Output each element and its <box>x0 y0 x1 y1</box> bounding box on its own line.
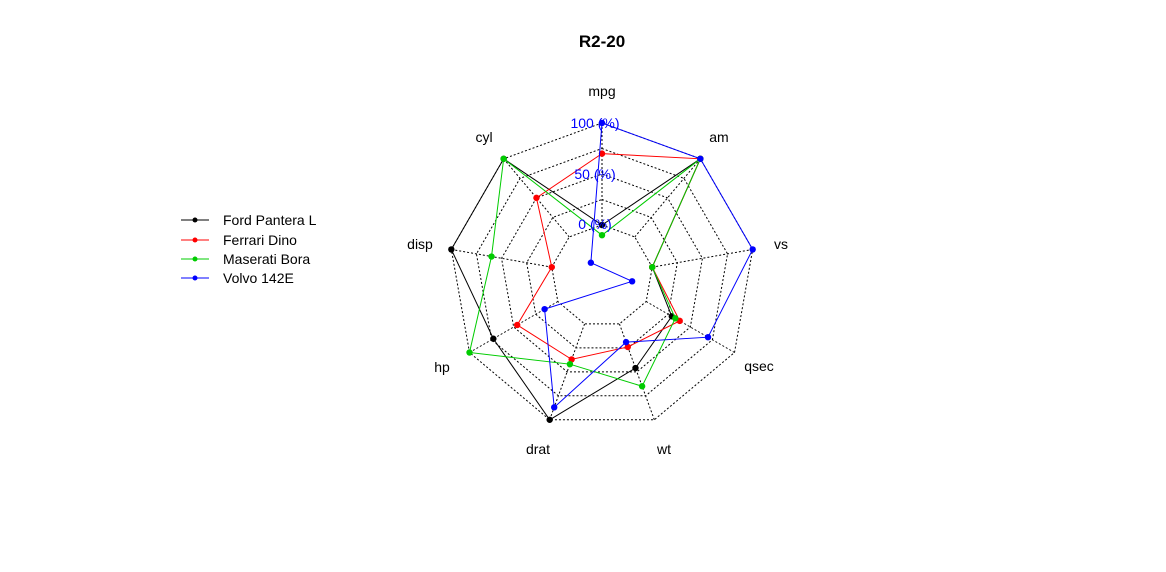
radar-tick-labels: 0 (%) 50 (%) 100 (%) <box>570 115 619 232</box>
legend-item-ferrari-dino: Ferrari Dino <box>181 232 297 248</box>
radar-axis-labels: mpg am vs qsec wt drat hp disp cyl <box>407 83 788 457</box>
point-volvo-142e-mpg <box>598 119 606 127</box>
legend-label-ford-pantera-l: Ford Pantera L <box>223 212 317 228</box>
series-ford-pantera-l <box>448 155 704 423</box>
point-maserati-bora-drat <box>566 360 574 368</box>
tick-label-50: 50 (%) <box>574 166 615 182</box>
grid-ring <box>501 173 703 373</box>
series-ferrari-dino <box>513 150 704 363</box>
axis-label-qsec: qsec <box>744 358 774 374</box>
legend-swatch-dot <box>192 237 198 243</box>
point-volvo-142e-hp <box>541 305 548 313</box>
legend-label-ferrari-dino: Ferrari Dino <box>223 232 297 248</box>
point-ford-pantera-l-drat <box>546 416 553 423</box>
point-ferrari-dino-mpg <box>598 150 606 157</box>
axis-label-wt: wt <box>656 441 671 457</box>
grid-ring <box>526 198 678 349</box>
grid-spoke-am <box>634 158 701 238</box>
point-ford-pantera-l-wt <box>632 364 639 372</box>
legend-item-volvo-142e: Volvo 142E <box>181 270 294 286</box>
legend-item-ford-pantera-l: Ford Pantera L <box>181 212 317 228</box>
axis-label-am: am <box>709 129 728 145</box>
grid-ring <box>475 147 729 397</box>
point-ferrari-dino-disp <box>548 263 555 271</box>
axis-label-disp: disp <box>407 236 433 252</box>
grid-spoke-cyl <box>503 158 570 238</box>
legend-item-maserati-bora: Maserati Bora <box>181 251 310 267</box>
series-line-maserati-bora <box>468 157 701 387</box>
grid-spoke-disp <box>451 248 552 268</box>
point-maserati-bora-wt <box>638 383 646 390</box>
legend-label-maserati-bora: Maserati Bora <box>223 251 310 267</box>
axis-label-drat: drat <box>526 441 550 457</box>
legend: Ford Pantera L Ferrari Dino Maserati Bor… <box>181 212 317 286</box>
point-volvo-142e-qsec <box>704 334 712 341</box>
point-ford-pantera-l-hp <box>490 335 497 342</box>
grid-spoke-vs <box>652 248 753 268</box>
point-volvo-142e-cyl <box>587 259 595 266</box>
point-maserati-bora-disp <box>488 253 495 260</box>
tick-label-100: 100 (%) <box>570 115 619 131</box>
axis-label-hp: hp <box>434 359 450 375</box>
series-line-volvo-142e <box>544 122 754 409</box>
point-maserati-bora-qsec <box>672 315 679 322</box>
axis-label-cyl: cyl <box>475 129 492 145</box>
series-line-ferrari-dino <box>516 153 702 360</box>
axis-label-vs: vs <box>774 236 788 252</box>
legend-swatch-dot <box>192 256 198 262</box>
point-maserati-bora-hp <box>466 349 473 356</box>
series-maserati-bora <box>466 155 704 390</box>
point-maserati-bora-vs <box>649 263 656 271</box>
point-volvo-142e-disp <box>628 278 636 285</box>
legend-swatch-dot <box>192 217 198 223</box>
point-volvo-142e-vs <box>749 246 756 253</box>
point-maserati-bora-cyl <box>500 155 507 162</box>
chart-title: R2-20 <box>579 32 625 51</box>
legend-swatch-dot <box>192 275 198 281</box>
series-volvo-142e <box>541 119 756 411</box>
point-ferrari-dino-hp <box>513 321 521 329</box>
point-ford-pantera-l-mpg <box>598 221 606 229</box>
grid-spoke-drat <box>549 323 586 420</box>
tick-label-0: 0 (%) <box>578 216 611 232</box>
point-maserati-bora-mpg <box>598 232 606 239</box>
point-volvo-142e-wt <box>622 338 630 346</box>
legend-label-volvo-142e: Volvo 142E <box>223 270 294 286</box>
grid-ring <box>551 224 653 325</box>
point-volvo-142e-am <box>697 155 704 162</box>
grid-spoke-qsec <box>645 301 735 353</box>
point-volvo-142e-drat <box>551 404 558 411</box>
point-ford-pantera-l-disp <box>448 246 455 253</box>
point-ferrari-dino-cyl <box>533 194 540 202</box>
axis-label-mpg: mpg <box>588 83 615 99</box>
radar-series <box>448 119 756 423</box>
